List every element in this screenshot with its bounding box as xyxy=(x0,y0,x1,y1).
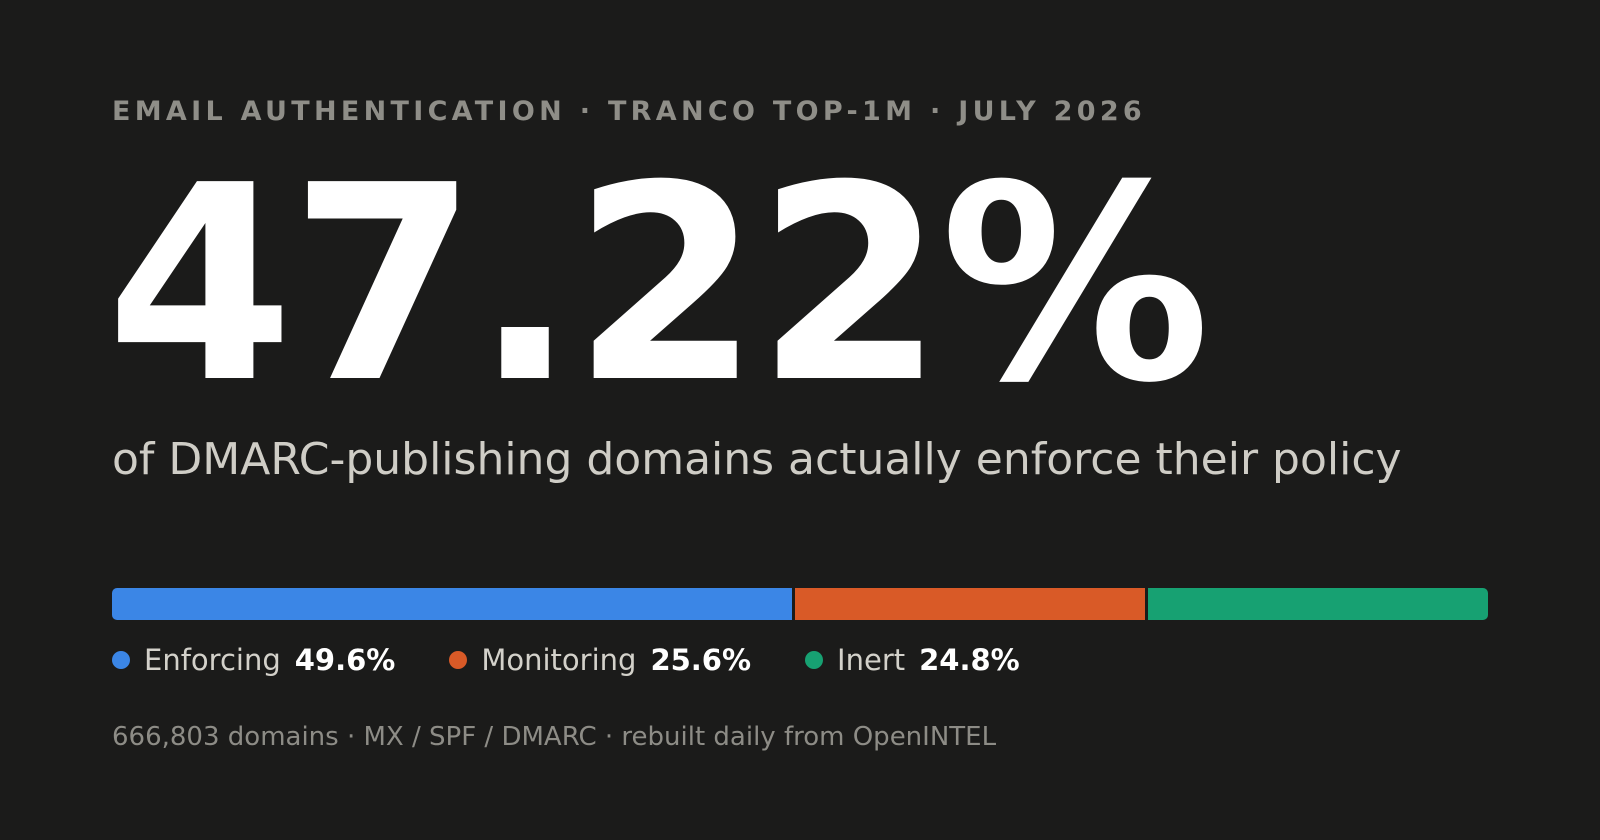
stat-card: EMAIL AUTHENTICATION · TRANCO TOP-1M · J… xyxy=(106,0,1488,840)
bar-segment-enforcing xyxy=(112,588,792,620)
legend-label: Inert xyxy=(837,643,906,677)
chart-legend: Enforcing 49.6% Monitoring 25.6% Inert 24.8% xyxy=(112,640,1074,680)
hero-subtitle: of DMARC-publishing domains actually enf… xyxy=(112,434,1402,485)
footnote: 666,803 domains · MX / SPF / DMARC · reb… xyxy=(112,722,997,752)
stacked-bar-chart xyxy=(112,588,1488,620)
bar-segment-inert xyxy=(1148,588,1488,620)
legend-label: Monitoring xyxy=(481,643,637,677)
hero-value: 47.22% xyxy=(106,127,1211,442)
legend-dot-icon xyxy=(112,651,130,669)
legend-item-inert: Inert 24.8% xyxy=(805,643,1020,677)
legend-label: Enforcing xyxy=(144,643,281,677)
eyebrow-title: EMAIL AUTHENTICATION · TRANCO TOP-1M · J… xyxy=(112,96,1146,127)
legend-value: 49.6% xyxy=(294,643,396,677)
legend-value: 24.8% xyxy=(919,643,1020,677)
legend-item-monitoring: Monitoring 25.6% xyxy=(449,643,751,677)
legend-value: 25.6% xyxy=(650,643,752,677)
legend-item-enforcing: Enforcing 49.6% xyxy=(112,643,395,677)
bar-segment-monitoring xyxy=(794,588,1146,620)
legend-dot-icon xyxy=(449,651,468,669)
legend-dot-icon xyxy=(805,651,824,669)
